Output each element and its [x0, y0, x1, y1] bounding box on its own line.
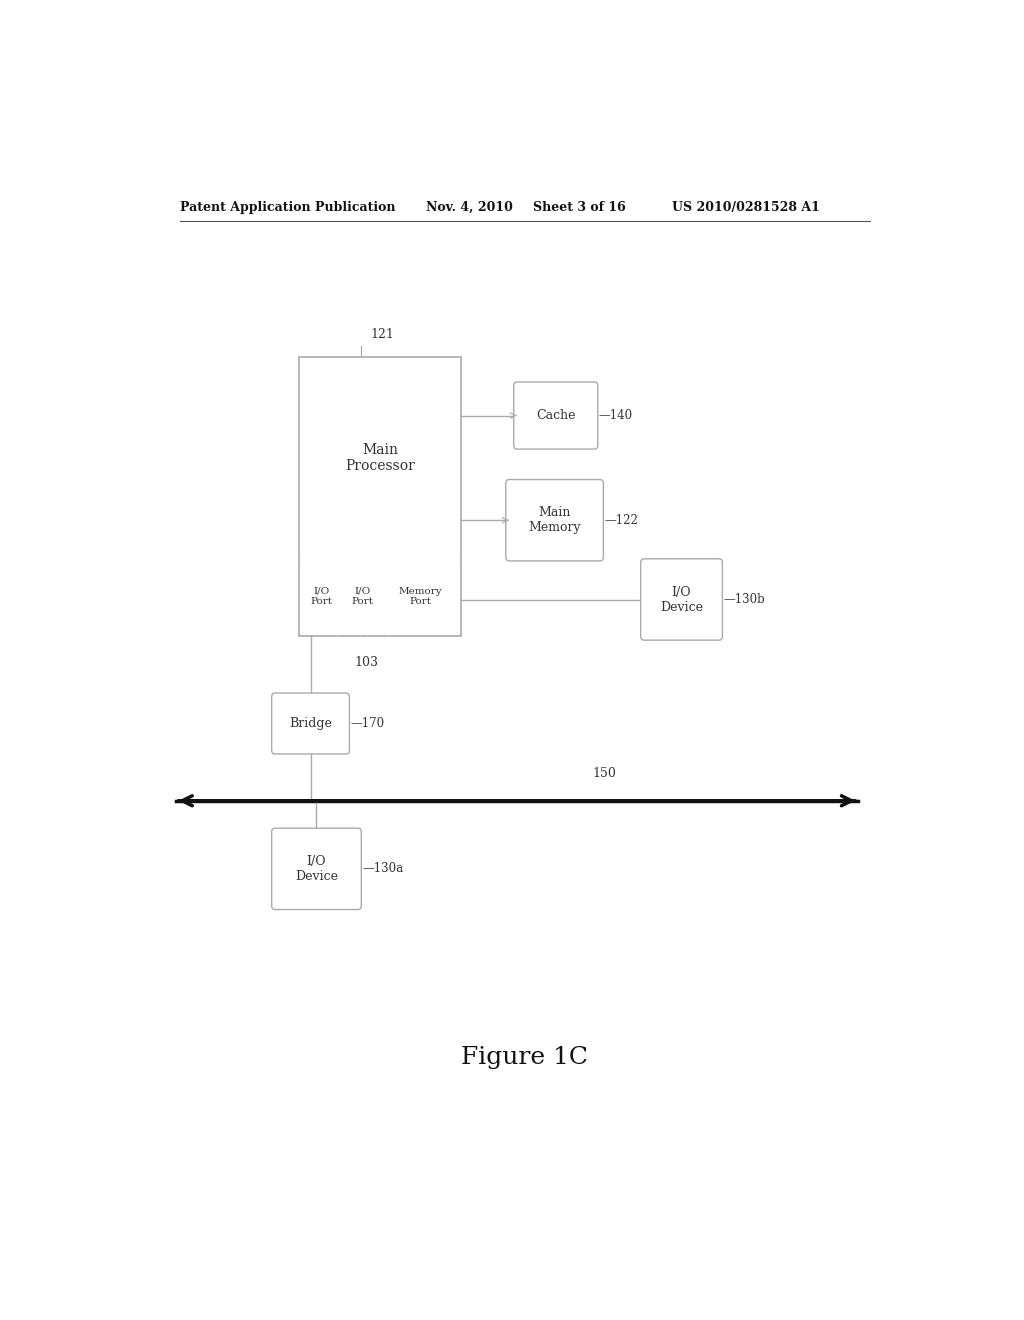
Text: Main
Memory: Main Memory: [528, 507, 581, 535]
Text: —122: —122: [604, 513, 638, 527]
Text: —130b: —130b: [723, 593, 765, 606]
Text: 121: 121: [370, 329, 394, 342]
Text: I/O
Port: I/O Port: [310, 587, 333, 606]
Text: 103: 103: [354, 656, 378, 669]
Text: Patent Application Publication: Patent Application Publication: [179, 201, 395, 214]
Text: I/O
Device: I/O Device: [295, 855, 338, 883]
Text: Bridge: Bridge: [289, 717, 332, 730]
Text: Cache: Cache: [536, 409, 575, 422]
Text: Main
Processor: Main Processor: [345, 444, 415, 474]
Text: —140: —140: [599, 409, 633, 422]
Text: I/O
Port: I/O Port: [352, 587, 374, 606]
Text: Sheet 3 of 16: Sheet 3 of 16: [532, 201, 626, 214]
Text: US 2010/0281528 A1: US 2010/0281528 A1: [672, 201, 819, 214]
Text: —170: —170: [350, 717, 384, 730]
Text: Memory
Port: Memory Port: [398, 587, 442, 606]
FancyBboxPatch shape: [506, 479, 603, 561]
Bar: [299, 356, 461, 636]
Text: Figure 1C: Figure 1C: [461, 1047, 589, 1069]
Text: 150: 150: [592, 767, 616, 780]
FancyBboxPatch shape: [271, 693, 349, 754]
Text: —130a: —130a: [362, 862, 403, 875]
Text: I/O
Device: I/O Device: [660, 586, 703, 614]
Text: Nov. 4, 2010: Nov. 4, 2010: [426, 201, 512, 214]
FancyBboxPatch shape: [271, 828, 361, 909]
FancyBboxPatch shape: [514, 381, 598, 449]
FancyBboxPatch shape: [641, 558, 722, 640]
